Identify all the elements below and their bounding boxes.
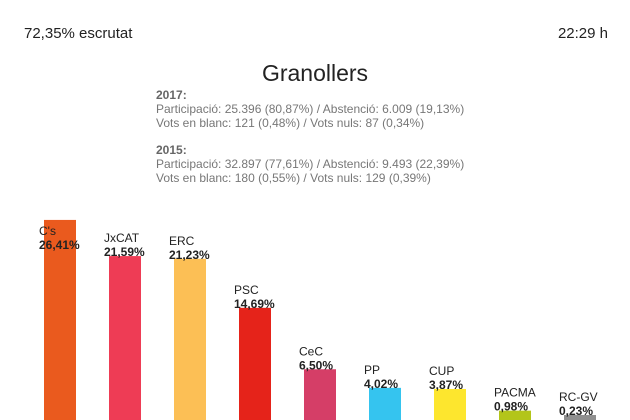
chart-title: Granollers	[261, 60, 369, 86]
bar-label-value: 3,87%	[429, 378, 463, 392]
bar-label-name: PSC	[234, 283, 259, 297]
stats-2017: 2017: Participació: 25.396 (80,87%) / Ab…	[156, 88, 464, 130]
bar-label-value: 14,69%	[234, 297, 275, 311]
bar-label-value: 21,59%	[104, 245, 145, 259]
bar-jxcat	[109, 256, 141, 420]
stats-2015-participation: Participació: 32.897 (77,61%) / Abstenci…	[156, 157, 465, 171]
stats-2015-blank-null: Vots en blanc: 180 (0,55%) / Vots nuls: …	[156, 171, 431, 185]
election-stats: 2017: Participació: 25.396 (80,87%) / Ab…	[156, 88, 464, 185]
stats-2015: 2015: Participació: 32.897 (77,61%) / Ab…	[156, 143, 464, 185]
bar-rc-gv	[564, 415, 596, 420]
bar-label-name: PP	[364, 363, 380, 377]
scrutinized-percentage: 72,35% escrutat	[24, 25, 133, 42]
bar-label-value: 6,50%	[299, 358, 333, 372]
bar-label-value: 4,02%	[364, 377, 398, 391]
bar-pacma	[499, 410, 531, 420]
stats-2015-year: 2015:	[156, 143, 187, 157]
stats-2017-participation: Participació: 25.396 (80,87%) / Abstenci…	[156, 102, 465, 116]
update-time: 22:29 h	[557, 25, 608, 42]
bar-label-name: RC-GV	[559, 390, 598, 404]
bar-label-name: JxCAT	[104, 231, 140, 245]
bar-pp	[369, 387, 401, 420]
stats-2017-blank-null: Vots en blanc: 121 (0,48%) / Vots nuls: …	[156, 116, 425, 130]
bar-label-name: C's	[39, 224, 56, 238]
bar-label-value: 0,98%	[494, 400, 528, 414]
bar-label-value: 0,23%	[559, 404, 593, 418]
bar-erc	[174, 258, 206, 420]
bar-cup	[434, 388, 466, 420]
stats-2017-year: 2017:	[156, 88, 187, 102]
bar-label-name: CUP	[429, 364, 454, 378]
bar-label-name: CeC	[299, 344, 323, 358]
bar-label-name: ERC	[169, 234, 195, 248]
bar-psc	[239, 307, 271, 420]
bar-label-value: 26,41%	[39, 238, 80, 252]
bar-cec	[304, 369, 336, 420]
bar-label-name: PACMA	[494, 386, 536, 400]
bar-label-value: 21,23%	[169, 248, 210, 262]
bar-c-s	[44, 219, 76, 420]
